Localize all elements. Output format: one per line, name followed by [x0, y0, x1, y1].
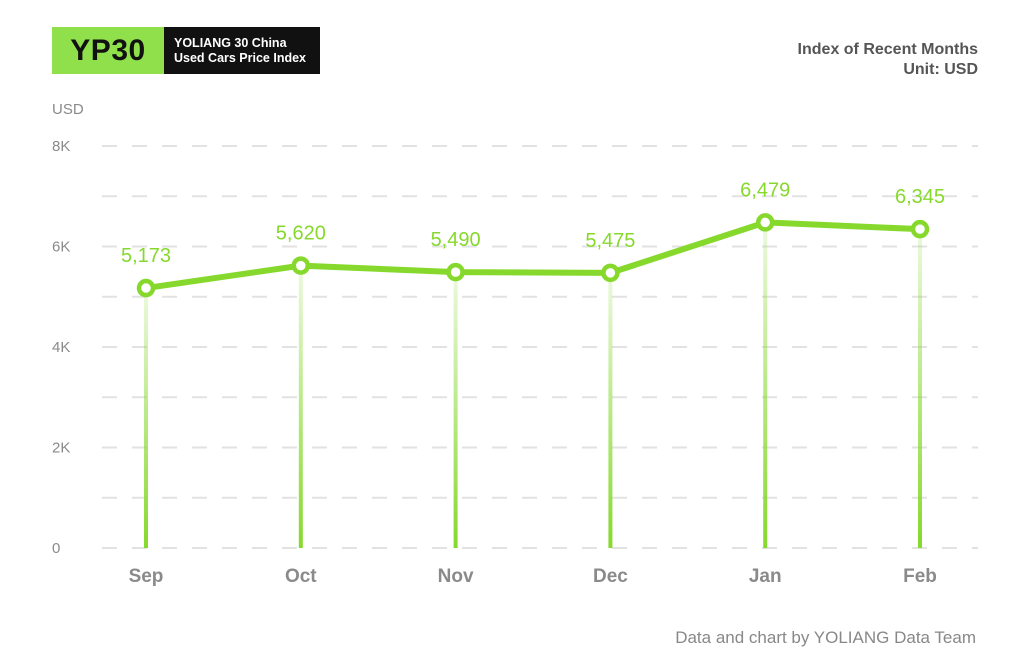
gridlines [102, 145, 978, 549]
x-tick-label: Nov [438, 566, 474, 587]
data-value-label: 6,479 [740, 179, 790, 201]
drop-line [453, 272, 458, 548]
data-value-label: 5,173 [121, 245, 171, 267]
drop-line [763, 222, 768, 549]
x-axis-ticks: Sep Oct Nov Dec Jan Feb [129, 566, 937, 587]
logo-title-line2: Used Cars Price Index [174, 50, 307, 65]
y-tick-label: 2K [52, 440, 70, 457]
data-series [136, 213, 930, 298]
y-tick-label: 0 [52, 540, 60, 557]
data-value-label: 5,490 [431, 229, 481, 251]
x-tick-label: Feb [903, 566, 937, 587]
data-value-label: 5,620 [276, 223, 326, 245]
drop-line [918, 229, 922, 548]
logo-title: YOLIANG 30 China Used Cars Price Index [164, 27, 321, 74]
drop-line [144, 288, 148, 548]
x-tick-label: Jan [749, 566, 782, 587]
data-point-marker[interactable] [910, 219, 930, 239]
credit-footer: Data and chart by YOLIANG Data Team [675, 628, 976, 647]
series-line [143, 219, 923, 292]
data-labels: 5,173 5,620 5,490 5,475 6,479 6,345 [121, 179, 945, 267]
data-point-marker[interactable] [136, 278, 156, 298]
data-point-marker[interactable] [755, 213, 775, 232]
x-tick-label: Sep [129, 566, 164, 587]
data-value-label: 5,475 [585, 230, 635, 252]
data-value-label: 6,345 [895, 186, 945, 208]
logo: YP30 YOLIANG 30 China Used Cars Price In… [52, 27, 321, 74]
drop-line [608, 272, 613, 548]
logo-title-line1: YOLIANG 30 China [174, 35, 287, 50]
x-tick-label: Oct [285, 566, 317, 587]
subtitle-line2: Unit: USD [903, 61, 978, 78]
data-point-marker[interactable] [601, 263, 620, 283]
x-tick-label: Dec [593, 566, 628, 587]
data-point-marker[interactable] [291, 256, 311, 275]
data-point-marker[interactable] [446, 262, 465, 282]
chart-subtitle: Index of Recent Months Unit: USD [798, 40, 978, 80]
y-tick-label: 4K [52, 339, 70, 356]
logo-code: YP30 [52, 27, 164, 74]
y-tick-label: 6K [52, 239, 70, 256]
drop-line [298, 265, 303, 548]
y-axis-unit: USD [52, 101, 84, 118]
drop-lines [144, 222, 922, 549]
subtitle-line1: Index of Recent Months [797, 41, 978, 58]
y-tick-label: 8K [52, 138, 70, 155]
y-axis-ticks: 0 2K 4K 6K 8K [52, 138, 70, 557]
